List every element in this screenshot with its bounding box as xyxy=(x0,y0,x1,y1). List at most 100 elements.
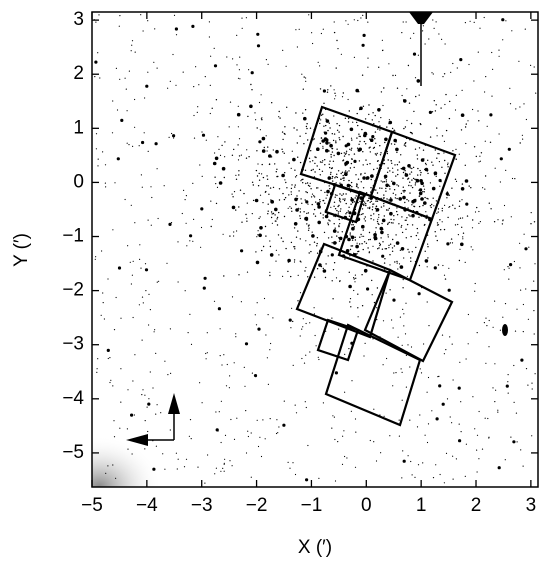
star xyxy=(322,160,324,162)
star xyxy=(331,317,333,319)
star xyxy=(427,257,429,259)
star xyxy=(326,91,329,93)
star xyxy=(330,171,332,174)
star xyxy=(105,472,107,474)
star xyxy=(411,213,415,218)
star xyxy=(528,246,530,248)
star xyxy=(424,196,426,199)
star xyxy=(390,222,393,224)
star xyxy=(261,163,263,166)
star xyxy=(447,288,451,292)
star xyxy=(220,400,222,402)
star xyxy=(320,119,322,121)
star xyxy=(409,167,411,169)
star xyxy=(446,197,448,199)
star xyxy=(416,79,421,83)
star xyxy=(117,266,122,270)
star xyxy=(373,236,378,241)
star xyxy=(287,270,289,273)
star xyxy=(332,180,334,182)
star xyxy=(458,218,460,220)
star xyxy=(381,248,384,250)
star xyxy=(341,463,344,465)
star xyxy=(322,269,327,273)
star xyxy=(245,452,248,454)
star xyxy=(250,71,254,75)
star xyxy=(102,151,104,153)
star xyxy=(304,199,306,201)
star xyxy=(398,161,401,163)
star xyxy=(530,223,532,225)
star xyxy=(407,200,410,202)
star xyxy=(172,53,174,56)
star xyxy=(291,184,293,186)
star xyxy=(336,209,338,212)
star xyxy=(350,149,352,151)
star xyxy=(380,230,384,235)
star xyxy=(312,160,314,162)
star xyxy=(265,135,267,137)
star xyxy=(350,306,352,308)
star xyxy=(397,185,400,187)
star xyxy=(305,322,307,325)
star xyxy=(278,188,281,190)
star xyxy=(383,202,385,205)
star xyxy=(427,243,429,245)
star xyxy=(238,206,240,208)
star xyxy=(351,380,353,382)
star xyxy=(287,258,291,263)
star xyxy=(443,228,446,231)
star xyxy=(235,336,237,338)
star xyxy=(250,476,252,478)
star xyxy=(424,434,426,436)
star xyxy=(435,104,437,106)
star xyxy=(428,38,430,40)
star xyxy=(390,218,392,221)
star xyxy=(365,176,370,180)
star xyxy=(340,172,342,175)
star xyxy=(299,260,301,262)
star xyxy=(319,199,321,201)
star xyxy=(96,371,98,373)
star xyxy=(402,279,404,281)
star xyxy=(384,248,386,250)
star xyxy=(316,245,318,247)
star xyxy=(196,111,198,113)
star xyxy=(192,182,194,184)
star xyxy=(313,138,315,140)
star xyxy=(388,63,390,65)
star xyxy=(333,201,336,203)
star xyxy=(464,475,466,477)
star xyxy=(114,182,116,184)
star xyxy=(265,334,267,336)
star xyxy=(208,36,210,38)
star xyxy=(395,175,397,177)
star xyxy=(311,234,315,238)
star xyxy=(236,230,238,232)
star xyxy=(383,174,388,179)
star xyxy=(338,237,340,239)
star xyxy=(437,208,440,210)
star xyxy=(205,352,207,355)
star xyxy=(380,206,383,208)
star xyxy=(365,203,367,205)
star xyxy=(422,204,424,207)
star xyxy=(272,186,275,189)
star xyxy=(402,190,404,192)
star xyxy=(423,191,425,193)
star xyxy=(454,109,457,111)
star xyxy=(322,28,324,30)
star xyxy=(345,202,347,205)
star xyxy=(147,219,149,221)
star xyxy=(342,193,345,195)
star xyxy=(240,301,242,303)
star xyxy=(350,198,354,202)
star xyxy=(449,100,451,103)
star xyxy=(443,73,446,75)
star xyxy=(414,178,416,180)
star xyxy=(349,234,351,236)
star xyxy=(340,237,342,239)
star xyxy=(379,129,381,131)
star xyxy=(283,215,286,218)
star xyxy=(483,322,485,324)
